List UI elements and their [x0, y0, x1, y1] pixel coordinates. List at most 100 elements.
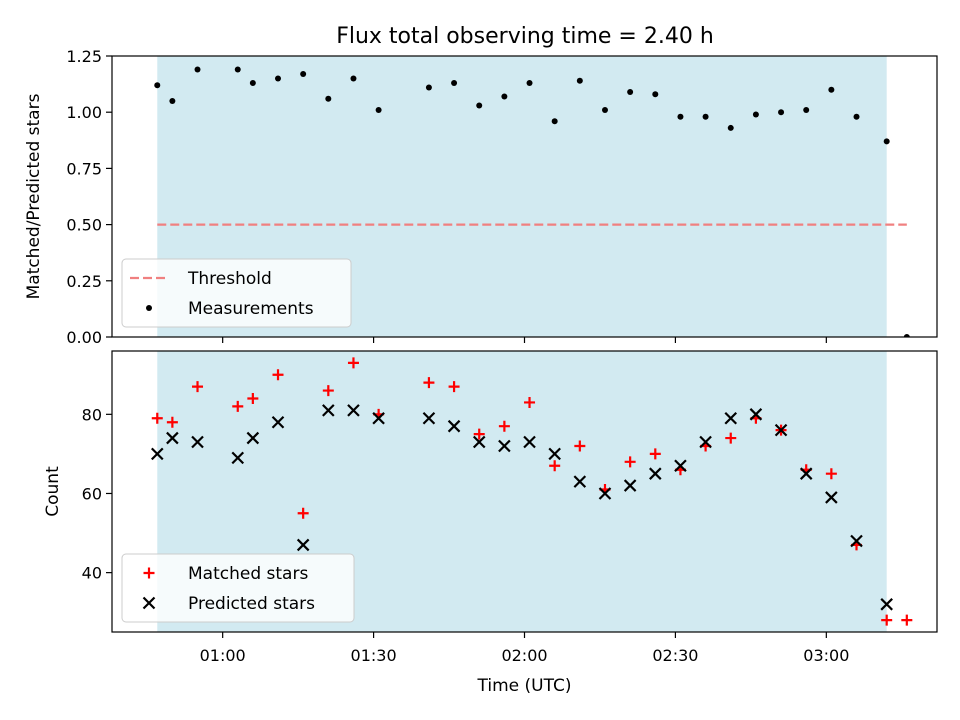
matched-star-point	[574, 440, 586, 452]
y-axis-label: Matched/Predicted stars	[24, 93, 44, 299]
measurement-point	[778, 109, 785, 116]
predicted-star-point	[799, 467, 813, 480]
chart-title: Flux total observing time = 2.40 h	[336, 24, 714, 49]
predicted-star-point	[246, 431, 260, 445]
measurement-point	[677, 113, 684, 120]
legend-matched-swatch	[143, 567, 155, 579]
measurement-point	[551, 118, 558, 125]
y-tick-label: 0.00	[66, 328, 102, 347]
measurement-point	[350, 75, 357, 82]
y-tick-label: 40	[82, 564, 102, 583]
measurement-point	[375, 106, 382, 113]
predicted-star-point	[347, 404, 360, 417]
matched-star-point	[151, 412, 163, 424]
matched-star-point	[725, 432, 737, 444]
plot-area	[150, 351, 913, 632]
matched-star-point	[232, 400, 244, 412]
y-tick-label: 0.75	[66, 159, 102, 178]
measurement-point	[451, 79, 458, 86]
legend-box	[121, 258, 352, 328]
predicted-star-point	[623, 479, 637, 492]
y-tick-label: 1.00	[66, 103, 102, 122]
measurement-point	[234, 66, 241, 73]
legend-label: Measurements	[188, 299, 314, 319]
predicted-star-point	[825, 491, 838, 504]
measurement-point	[169, 97, 176, 104]
x-axis-label: Time (UTC)	[477, 676, 572, 696]
predicted-star-point	[699, 435, 712, 449]
predicted-star-point	[271, 415, 285, 429]
y-axis-label: Count	[43, 466, 63, 517]
measurement-point	[501, 93, 508, 100]
matched-star-point	[322, 385, 334, 397]
matched-star-point	[524, 396, 536, 408]
matched-star-point	[498, 420, 510, 432]
measurement-point	[425, 84, 432, 91]
series-measurements	[154, 66, 910, 337]
x-tick-label: 02:00	[501, 646, 547, 665]
measurement-point	[249, 79, 256, 86]
measurement-point	[883, 138, 890, 145]
legend-predicted-swatch	[142, 596, 156, 610]
matched-star-point	[166, 416, 178, 428]
legend: Matched stars Predicted stars	[121, 553, 355, 623]
predicted-star-point	[774, 423, 788, 437]
legend-box	[121, 553, 355, 623]
predicted-star-point	[447, 419, 461, 433]
predicted-star-point	[150, 447, 164, 461]
predicted-star-point	[548, 447, 561, 461]
legend-label: Matched stars	[188, 564, 308, 584]
legend: Threshold Measurements	[121, 258, 352, 328]
predicted-star-point	[724, 412, 738, 425]
measurement-point	[601, 106, 608, 113]
predicted-star-point	[191, 435, 204, 449]
predicted-star-point	[498, 439, 511, 453]
predicted-star-point	[372, 412, 385, 425]
predicted-star-point	[231, 451, 245, 465]
measurement-point	[727, 124, 734, 131]
y-tick-label: 0.50	[66, 216, 102, 235]
matched-star-point	[881, 614, 893, 626]
measurement-point	[526, 79, 533, 86]
predicted-star-point	[322, 404, 335, 417]
x-tick-label: 03:00	[803, 646, 849, 665]
predicted-star-point	[472, 435, 486, 449]
predicted-star-point	[296, 538, 310, 552]
measurement-point	[300, 70, 307, 77]
measurement-point	[853, 113, 860, 120]
measurement-point	[154, 82, 161, 89]
matched-star-point	[272, 369, 284, 381]
measurement-point	[325, 95, 332, 102]
legend-measurement-swatch	[146, 305, 152, 311]
measurement-point	[752, 111, 759, 118]
matched-star-point	[901, 614, 913, 626]
matched-star-point	[423, 377, 435, 389]
y-tick-label: 80	[82, 405, 102, 424]
legend-label: Predicted stars	[188, 594, 315, 614]
measurement-point	[828, 86, 835, 93]
matched-star-point	[297, 507, 309, 519]
measurement-point	[652, 91, 659, 98]
measurement-point	[803, 106, 810, 113]
y-tick-label: 60	[82, 484, 102, 503]
matched-star-point	[624, 456, 636, 468]
matched-star-point	[473, 428, 485, 440]
x-tick-label: 01:00	[200, 646, 246, 665]
measurement-point	[194, 66, 201, 73]
predicted-star-point	[422, 412, 436, 425]
measurement-point	[275, 75, 282, 82]
matched-star-point	[347, 357, 359, 369]
predicted-star-point	[880, 598, 893, 611]
predicted-star-point	[749, 408, 763, 421]
x-tick-label: 01:30	[351, 646, 397, 665]
measurement-point	[903, 334, 910, 337]
predicted-star-point	[674, 459, 687, 473]
measurement-point	[476, 102, 483, 109]
matched-star-point	[825, 468, 837, 480]
predicted-star-point	[598, 487, 612, 500]
legend-label: Threshold	[187, 269, 272, 289]
matched-star-point	[247, 392, 259, 404]
measurement-point	[702, 113, 709, 120]
predicted-star-point	[166, 431, 179, 445]
